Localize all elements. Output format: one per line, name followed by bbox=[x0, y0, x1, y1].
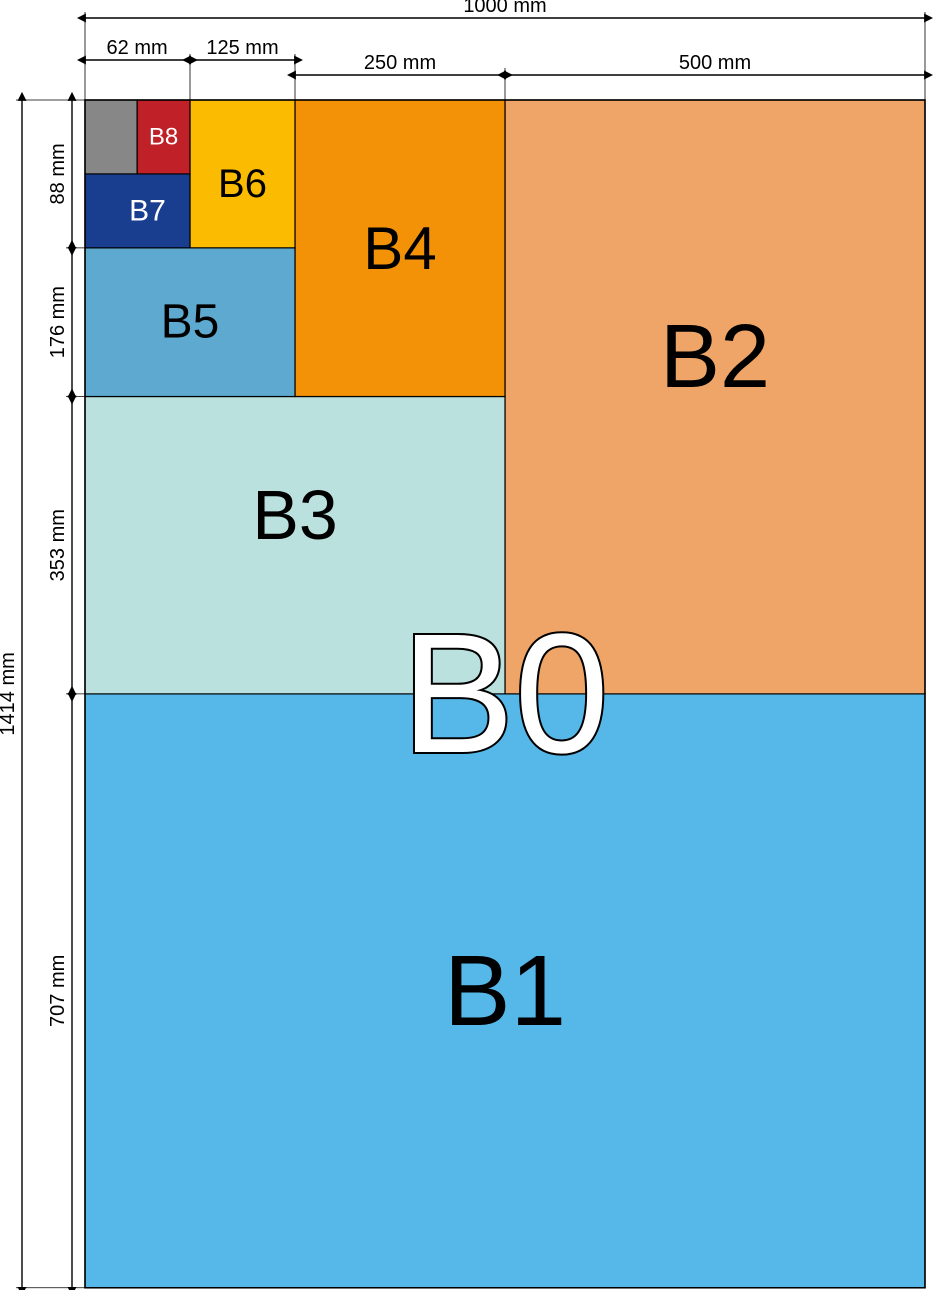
dimension-label: 88 mm bbox=[47, 143, 69, 204]
dimension-label: 1414 mm bbox=[0, 652, 19, 735]
label-b6: B6 bbox=[218, 162, 267, 206]
dimension-label: 176 mm bbox=[47, 286, 69, 358]
label-b3: B3 bbox=[252, 476, 338, 554]
paper-size-diagram: B1 B2 B3 B4 B5 B6 B7 B8 B0 1000 mm 500 mm 250 mm 125… bbox=[0, 0, 945, 1290]
dimension-label: 353 mm bbox=[47, 509, 69, 581]
label-b2: B2 bbox=[660, 307, 770, 407]
dimension-label: 1000 mm bbox=[463, 0, 546, 17]
dimension-label: 125 mm bbox=[206, 37, 278, 59]
label-b5: B5 bbox=[161, 296, 220, 349]
label-b7: B7 bbox=[129, 194, 166, 227]
label-b8: B8 bbox=[149, 123, 178, 150]
dimension-label: 500 mm bbox=[679, 52, 751, 74]
label-b1: B1 bbox=[444, 935, 566, 1047]
label-b0: B0 bbox=[401, 599, 609, 789]
dimension-label: 62 mm bbox=[107, 37, 168, 59]
dimension-label: 707 mm bbox=[47, 955, 69, 1027]
panel-remainder bbox=[85, 100, 137, 174]
dimension-label: 250 mm bbox=[364, 52, 436, 74]
label-b4: B4 bbox=[363, 215, 436, 282]
